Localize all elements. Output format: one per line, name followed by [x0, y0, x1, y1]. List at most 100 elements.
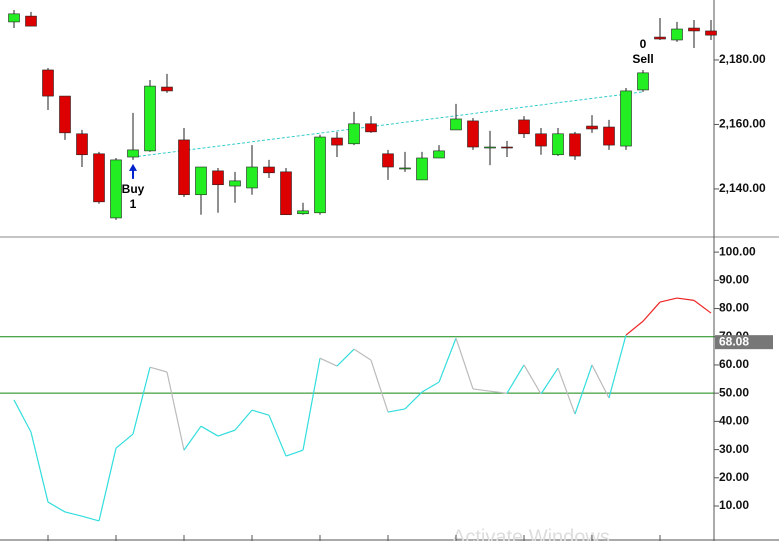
indicator-segment	[13, 399, 32, 433]
candle-body	[280, 171, 292, 216]
annotation-text: Buy	[122, 182, 145, 196]
candle-body	[603, 126, 615, 146]
indicator-segment	[132, 367, 151, 435]
candle-body	[382, 153, 394, 168]
candle-body	[688, 27, 700, 32]
annotation-text: 1	[130, 197, 137, 211]
indicator-segment	[506, 364, 525, 394]
candle-body	[467, 120, 479, 148]
indicator-segment	[234, 409, 253, 431]
annotation-text: 0	[640, 37, 647, 51]
y-tick-label: 80.00	[719, 301, 749, 315]
candle-body	[25, 15, 37, 27]
candle-body	[8, 13, 20, 23]
y-tick-label: 100.00	[719, 244, 756, 258]
indicator-segment	[523, 364, 542, 395]
indicator-segment	[64, 511, 83, 517]
candle-body	[93, 153, 105, 203]
y-tick-label: 2,180.00	[719, 52, 766, 66]
candle-body	[178, 139, 190, 196]
indicator-segment	[574, 364, 593, 415]
indicator-segment	[370, 359, 389, 413]
last-value-box	[715, 335, 773, 350]
indicator-segment	[268, 414, 287, 457]
candle-body	[127, 149, 139, 158]
indicator-segment	[472, 388, 491, 392]
candle-body	[450, 118, 462, 131]
indicator-segment	[659, 297, 678, 303]
candle-body	[535, 133, 547, 147]
candle-body	[229, 180, 241, 187]
candle-body	[586, 125, 598, 130]
candle-body	[433, 150, 445, 159]
candle-body	[212, 170, 224, 186]
last-value-label: 68.08	[719, 334, 749, 348]
candle-body	[246, 166, 258, 189]
candle-body	[59, 95, 71, 134]
candle-body	[637, 72, 649, 91]
y-tick-label: 30.00	[719, 442, 749, 456]
candle-body	[654, 36, 666, 40]
indicator-segment	[217, 429, 236, 437]
candle-body	[620, 90, 632, 147]
candle-body	[518, 119, 530, 135]
y-tick-label: 2,160.00	[719, 117, 766, 131]
indicator-segment	[183, 425, 202, 451]
y-tick-label: 50.00	[719, 385, 749, 399]
y-tick-label: 2,140.00	[719, 181, 766, 195]
indicator-segment	[353, 348, 372, 361]
candle-body	[671, 28, 683, 41]
buy-arrow	[129, 163, 137, 179]
indicator-segment	[30, 431, 49, 503]
candle-body	[195, 166, 207, 196]
candle-body	[705, 30, 717, 36]
indicator-segment	[455, 337, 474, 390]
candle-body	[569, 133, 581, 157]
indicator-segment	[200, 425, 219, 437]
indicator-segment	[557, 367, 576, 415]
candle-body	[144, 85, 156, 152]
indicator-segment	[166, 371, 185, 451]
y-tick-label: 10.00	[719, 498, 749, 512]
y-tick-label: 60.00	[719, 357, 749, 371]
indicator-segment	[421, 381, 440, 393]
candle-body	[484, 146, 496, 149]
indicator-segment	[625, 320, 644, 336]
indicator-segment	[489, 390, 508, 394]
trendline	[132, 91, 644, 158]
candle-body	[297, 210, 309, 215]
candle-body	[365, 123, 377, 133]
indicator-segment	[149, 366, 168, 373]
y-tick-label: 20.00	[719, 470, 749, 484]
candle-body	[501, 146, 513, 149]
indicator-segment	[693, 299, 712, 314]
indicator-segment	[115, 433, 134, 449]
candle-body	[42, 69, 54, 97]
indicator-segment	[98, 448, 117, 522]
candle-body	[161, 86, 173, 92]
indicator-segment	[608, 334, 627, 399]
indicator-segment	[285, 449, 304, 457]
watermark: Activate Windows	[452, 526, 610, 541]
indicator-segment	[302, 358, 321, 451]
candle-body	[76, 133, 88, 156]
candle-body	[399, 167, 411, 170]
candle-body	[110, 159, 122, 219]
candle-body	[348, 123, 360, 145]
indicator-segment	[387, 408, 406, 413]
indicator-segment	[591, 364, 610, 399]
indicator-segment	[251, 409, 270, 416]
indicator-segment	[540, 367, 559, 395]
indicator-segment	[404, 391, 423, 410]
indicator-segment	[642, 301, 661, 322]
indicator-segment	[438, 337, 457, 383]
indicator-segment	[319, 357, 338, 367]
annotation-text: Sell	[632, 52, 653, 66]
candle-body	[552, 133, 564, 156]
indicator-segment	[47, 501, 66, 513]
indicator-segment	[81, 515, 100, 522]
y-tick-label: 40.00	[719, 414, 749, 428]
candle-body	[314, 136, 326, 214]
